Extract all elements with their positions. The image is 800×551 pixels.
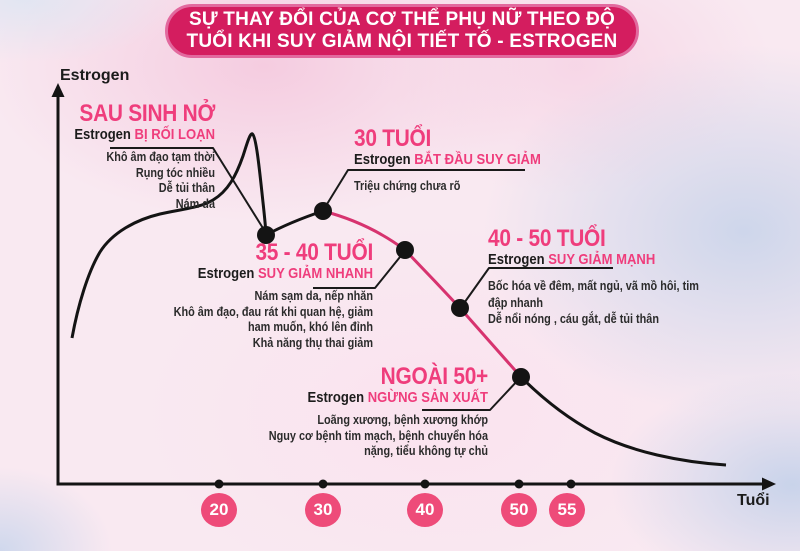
symptom-item: Nguy cơ bệnh tim mạch, bệnh chuyển hóa	[268, 428, 488, 443]
x-axis-arrow-icon	[762, 477, 776, 491]
section-heading: 40 - 50 TUỔI	[488, 225, 606, 252]
section-heading: 30 TUỔI	[354, 125, 432, 152]
symptom-list: Bốc hóa về đêm, mất ngủ, vã mồ hôi, tim …	[488, 278, 749, 328]
age-bubble-20: 20	[201, 493, 237, 527]
subtitle-highlight: BẮT ĐẦU SUY GIẢM	[414, 151, 541, 168]
marker-dot-40-50	[451, 299, 469, 317]
subtitle-highlight: BỊ RỐI LOẠN	[134, 126, 215, 143]
subtitle-prefix: Estrogen	[197, 265, 255, 282]
callout-line-40-50	[461, 267, 613, 307]
curve-tail-after-50	[519, 375, 727, 467]
symptom-list: Khô âm đạo tạm thời Rụng tóc nhiều Dễ tủ…	[15, 150, 215, 212]
symptom-item: Khô âm đạo tạm thời	[106, 150, 215, 164]
section-heading: 35 - 40 TUỔI	[255, 239, 373, 266]
subtitle-highlight: NGỪNG SẢN XUẤT	[367, 389, 488, 406]
title-line-1: SỰ THAY ĐỔI CỦA CƠ THỂ PHỤ NỮ THEO ĐỘ	[188, 9, 616, 30]
symptom-item: đập nhanh	[488, 295, 543, 310]
tick-dot-50	[514, 479, 524, 489]
section-subtitle: Estrogen NGỪNG SẢN XUẤT	[227, 389, 488, 406]
symptom-item: Khả năng thụ thai giảm	[252, 335, 373, 350]
callout-line-50-plus	[422, 378, 520, 411]
callout-line-35-40	[313, 251, 405, 289]
symptom-item: ham muốn, khó lên đỉnh	[247, 320, 373, 334]
tick-dot-20	[214, 479, 224, 489]
symptom-item: Nám da	[175, 196, 215, 211]
section-age-50-plus: NGOÀI 50+ Estrogen NGỪNG SẢN XUẤT Loãng …	[227, 364, 488, 460]
section-subtitle: Estrogen BẮT ĐẦU SUY GIẢM	[354, 151, 563, 168]
subtitle-prefix: Estrogen	[307, 389, 365, 406]
y-axis-arrow-icon	[51, 83, 65, 97]
y-axis-label: Estrogen	[60, 67, 130, 84]
section-postpartum: SAU SINH NỞ Estrogen BỊ RỐI LOẠN Khô âm …	[15, 101, 215, 212]
symptom-item: Dễ tủi thân	[158, 181, 215, 195]
symptom-item: Khô âm đạo, đau rát khi quan hệ, giảm	[173, 304, 373, 319]
subtitle-highlight: SUY GIẢM NHANH	[257, 265, 373, 282]
age-bubble-40: 40	[407, 493, 443, 527]
age-bubble-55: 55	[549, 493, 585, 527]
marker-dot-50-plus	[512, 368, 530, 386]
symptom-item: Bốc hóa về đêm, mất ngủ, vã mồ hôi, tim	[488, 279, 699, 293]
callout-line-postpartum	[110, 147, 267, 234]
x-axis-label: Tuổi	[737, 492, 770, 509]
symptom-item: Triệu chứng chưa rõ	[354, 179, 461, 193]
curve-recovery-to-30	[265, 209, 324, 237]
marker-dot-postpartum	[257, 226, 275, 244]
symptom-list: Loãng xương, bệnh xương khớp Nguy cơ bện…	[227, 413, 488, 460]
subtitle-prefix: Estrogen	[74, 126, 131, 143]
title-line-2: TUỔI KHI SUY GIẢM NỘI TIẾT TỐ - ESTROGEN	[186, 31, 618, 52]
section-subtitle: Estrogen SUY GIẢM NHANH	[112, 265, 373, 282]
symptom-list: Triệu chứng chưa rõ	[354, 179, 563, 195]
symptom-item: nặng, tiểu không tự chủ	[364, 444, 488, 458]
curve-decline-30-to-50	[322, 209, 523, 378]
marker-dot-35-40	[396, 241, 414, 259]
symptom-list: Nám sạm da, nếp nhăn Khô âm đạo, đau rát…	[112, 289, 373, 351]
subtitle-highlight: SUY GIẢM MẠNH	[548, 251, 656, 268]
symptom-item: Nám sạm da, nếp nhăn	[254, 289, 373, 303]
section-heading: NGOÀI 50+	[380, 363, 489, 390]
tick-dot-55	[566, 479, 576, 489]
tick-dot-30	[318, 479, 328, 489]
section-age-35-40: 35 - 40 TUỔI Estrogen SUY GIẢM NHANH Nám…	[112, 239, 374, 351]
section-heading: SAU SINH NỞ	[79, 100, 215, 127]
section-subtitle: Estrogen SUY GIẢM MẠNH	[488, 251, 749, 268]
symptom-item: Loãng xương, bệnh xương khớp	[317, 413, 488, 427]
tick-dot-40	[420, 479, 430, 489]
callout-line-30	[323, 169, 525, 210]
section-subtitle: Estrogen BỊ RỐI LOẠN	[15, 126, 215, 143]
age-bubble-50: 50	[501, 493, 537, 527]
marker-dot-30	[314, 202, 332, 220]
age-bubble-30: 30	[305, 493, 341, 527]
symptom-item: Rụng tóc nhiều	[135, 165, 215, 180]
title-banner: SỰ THAY ĐỔI CỦA CƠ THỂ PHỤ NỮ THEO ĐỘ TU…	[165, 4, 639, 58]
subtitle-prefix: Estrogen	[488, 251, 545, 268]
section-age-40-50: 40 - 50 TUỔI Estrogen SUY GIẢM MẠNH Bốc …	[488, 226, 749, 328]
subtitle-prefix: Estrogen	[354, 151, 411, 168]
curve-rise-and-postpartum-spike	[70, 132, 268, 339]
symptom-item: Dễ nổi nóng , cáu gắt, dễ tủi thân	[488, 312, 659, 326]
section-age-30: 30 TUỔI Estrogen BẮT ĐẦU SUY GIẢM Triệu …	[354, 126, 563, 195]
